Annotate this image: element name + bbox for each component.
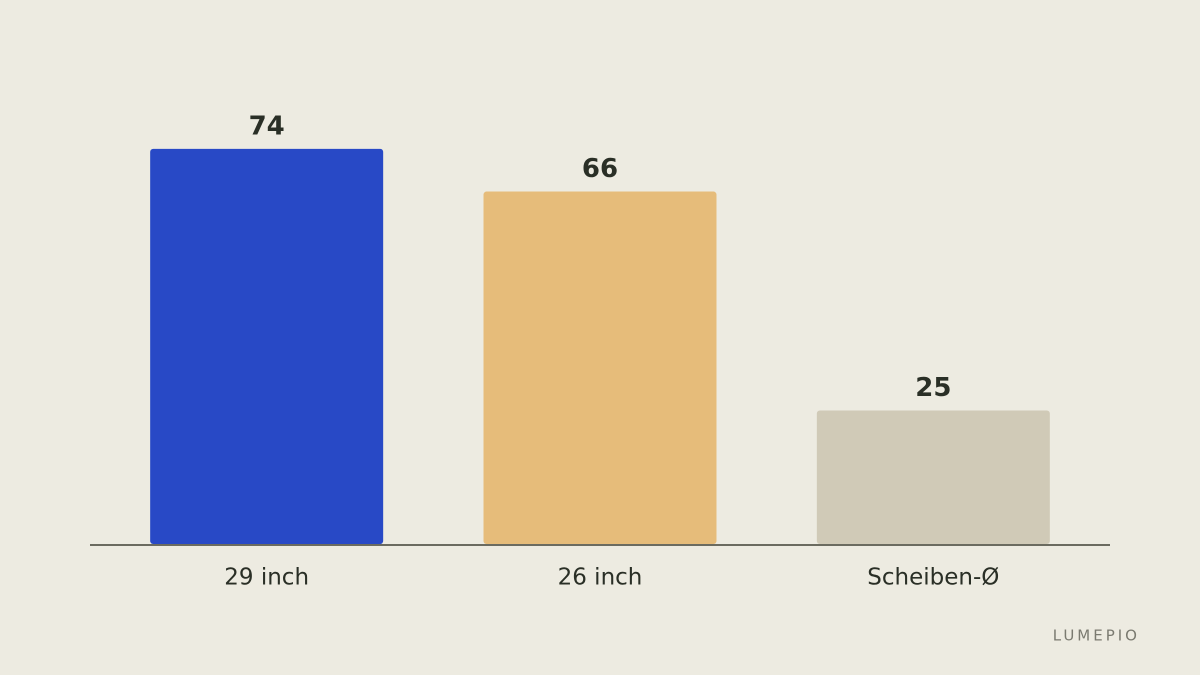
watermark: LUMEPIO — [1053, 627, 1140, 645]
bar — [483, 191, 717, 544]
value-label: 25 — [915, 373, 951, 403]
bar — [816, 410, 1050, 544]
x-tick-label: 26 inch — [558, 565, 643, 591]
x-tick-label: Scheiben-Ø — [867, 565, 999, 591]
value-label: 66 — [582, 154, 618, 184]
x-tick-label: 29 inch — [224, 565, 309, 591]
bar — [150, 148, 384, 544]
value-label: 74 — [249, 111, 285, 141]
